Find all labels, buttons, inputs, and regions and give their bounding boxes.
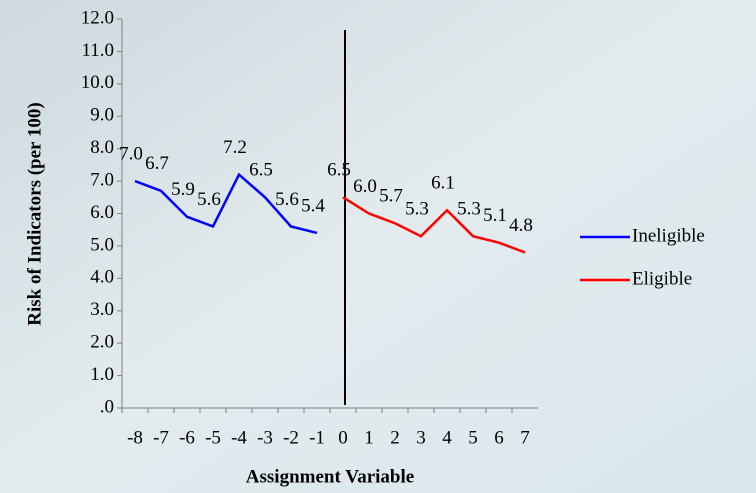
y-tick-label: 3.0: [90, 299, 114, 320]
data-label: 5.6: [197, 189, 221, 210]
y-axis-title: Risk of Indicators (per 100): [24, 102, 45, 325]
y-tick-label: 9.0: [90, 105, 114, 126]
x-tick-label: 0: [338, 427, 348, 448]
legend-label: Eligible: [632, 268, 692, 289]
data-label: 6.7: [145, 153, 169, 174]
y-tick-label: 1.0: [90, 364, 114, 385]
y-tick-label: 11.0: [81, 40, 114, 61]
x-tick-label: -8: [127, 427, 143, 448]
y-tick-label: 8.0: [90, 137, 114, 158]
x-tick-label: -5: [205, 427, 221, 448]
page: {"chart_data": {"type": "line", "x_label…: [0, 0, 756, 493]
x-tick-label: -3: [257, 427, 273, 448]
x-axis-title: Assignment Variable: [246, 466, 414, 487]
x-tick-label: 3: [416, 427, 426, 448]
y-tick-label: 4.0: [90, 267, 114, 288]
data-label: 5.6: [275, 189, 299, 210]
data-label: 6.0: [353, 176, 377, 197]
chart: Assignment Variable Risk of Indicators (…: [0, 0, 756, 493]
x-tick-label: -2: [283, 427, 299, 448]
y-tick-label: 5.0: [90, 234, 114, 255]
y-tick-label: 12.0: [81, 7, 114, 28]
data-label: 5.4: [301, 195, 325, 216]
x-tick-label: -6: [179, 427, 195, 448]
x-tick-label: 7: [520, 427, 530, 448]
data-label: 7.2: [223, 137, 247, 158]
x-tick-label: 1: [364, 427, 374, 448]
y-tick-label: .0: [100, 396, 114, 417]
data-label: 5.9: [171, 179, 195, 200]
data-label: 5.7: [379, 186, 403, 207]
data-label: 6.1: [431, 173, 455, 194]
x-tick-label: 2: [390, 427, 400, 448]
data-label: 6.5: [327, 160, 351, 181]
data-label: 4.8: [509, 215, 533, 236]
y-tick-label: 2.0: [90, 332, 114, 353]
y-tick-label: 6.0: [90, 202, 114, 223]
x-tick-label: -1: [309, 427, 325, 448]
x-tick-label: 6: [494, 427, 504, 448]
data-label: 6.5: [249, 160, 273, 181]
y-tick-label: 7.0: [90, 169, 114, 190]
data-label: 7.0: [119, 143, 143, 164]
legend-label: Ineligible: [632, 225, 705, 246]
data-label: 5.3: [405, 199, 429, 220]
data-label: 5.1: [483, 205, 507, 226]
x-tick-label: -4: [231, 427, 247, 448]
data-label: 5.3: [457, 199, 481, 220]
x-tick-label: 4: [442, 427, 452, 448]
y-tick-label: 10.0: [81, 72, 114, 93]
x-tick-label: -7: [153, 427, 169, 448]
x-tick-label: 5: [468, 427, 478, 448]
